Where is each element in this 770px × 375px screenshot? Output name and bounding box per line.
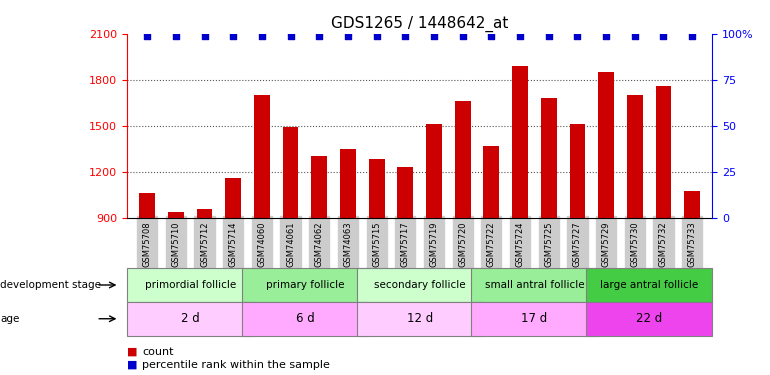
FancyBboxPatch shape: [586, 268, 712, 302]
Text: small antral follicle: small antral follicle: [484, 280, 584, 290]
Bar: [455, 101, 470, 217]
Bar: [139, 193, 155, 217]
Point: [658, 33, 670, 39]
Point: [399, 33, 411, 39]
Text: count: count: [142, 347, 174, 357]
Bar: [196, 209, 213, 218]
Bar: [655, 86, 671, 218]
Bar: [254, 95, 270, 218]
Title: GDS1265 / 1448642_at: GDS1265 / 1448642_at: [331, 16, 508, 32]
Point: [256, 33, 268, 39]
Bar: [484, 146, 499, 218]
Bar: [226, 178, 241, 218]
Point: [199, 33, 211, 39]
FancyBboxPatch shape: [471, 302, 598, 336]
Bar: [627, 95, 643, 218]
Bar: [283, 127, 299, 218]
Text: primary follicle: primary follicle: [266, 280, 344, 290]
Text: secondary follicle: secondary follicle: [374, 280, 465, 290]
FancyBboxPatch shape: [242, 268, 368, 302]
Text: ■: ■: [127, 360, 141, 369]
FancyBboxPatch shape: [242, 302, 368, 336]
Point: [227, 33, 239, 39]
Point: [457, 33, 469, 39]
Point: [628, 33, 641, 39]
Bar: [168, 212, 184, 217]
Point: [284, 33, 296, 39]
Text: 6 d: 6 d: [296, 312, 314, 325]
Point: [169, 33, 182, 39]
Point: [571, 33, 584, 39]
Point: [370, 33, 383, 39]
Point: [141, 33, 153, 39]
FancyBboxPatch shape: [357, 302, 483, 336]
FancyBboxPatch shape: [127, 302, 253, 336]
Point: [485, 33, 497, 39]
Bar: [426, 124, 442, 218]
Text: age: age: [0, 314, 19, 324]
Point: [342, 33, 354, 39]
Text: percentile rank within the sample: percentile rank within the sample: [142, 360, 330, 369]
Bar: [685, 192, 700, 217]
Bar: [397, 167, 413, 218]
FancyBboxPatch shape: [586, 302, 712, 336]
Text: 12 d: 12 d: [407, 312, 433, 325]
Text: primordial follicle: primordial follicle: [145, 280, 236, 290]
Text: 2 d: 2 d: [181, 312, 199, 325]
Text: 22 d: 22 d: [636, 312, 662, 325]
Bar: [570, 124, 585, 218]
Bar: [598, 72, 614, 217]
FancyBboxPatch shape: [357, 268, 483, 302]
Bar: [512, 66, 528, 218]
Text: ■: ■: [127, 347, 141, 357]
FancyBboxPatch shape: [471, 268, 598, 302]
Bar: [541, 98, 557, 218]
Text: large antral follicle: large antral follicle: [600, 280, 698, 290]
Point: [514, 33, 526, 39]
Point: [313, 33, 326, 39]
Point: [686, 33, 698, 39]
Bar: [369, 159, 384, 218]
Text: development stage: development stage: [0, 280, 101, 290]
FancyBboxPatch shape: [127, 268, 253, 302]
Point: [543, 33, 555, 39]
Point: [428, 33, 440, 39]
Text: 17 d: 17 d: [521, 312, 547, 325]
Bar: [311, 156, 327, 218]
Bar: [340, 148, 356, 217]
Point: [600, 33, 612, 39]
